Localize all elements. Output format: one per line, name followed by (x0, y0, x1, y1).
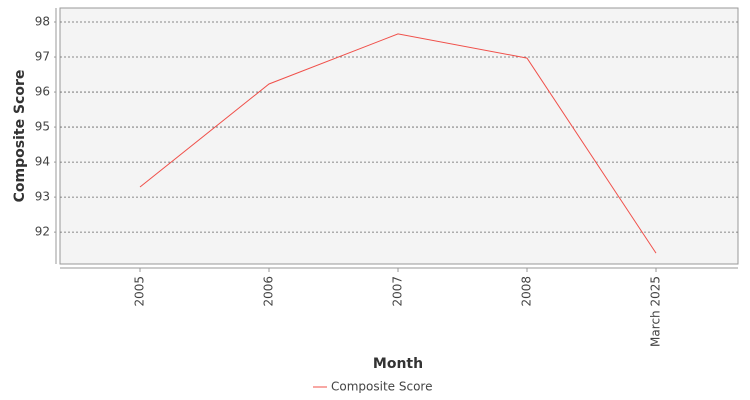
plot-area (59, 7, 739, 265)
x-tick-label: 2005 (133, 276, 147, 307)
x-tick-label: March 2025 (649, 276, 663, 347)
y-tick-label: 92 (35, 225, 50, 239)
y-tick-label: 93 (35, 190, 50, 204)
x-axis-title: Month (373, 356, 423, 372)
y-tick-label: 95 (35, 120, 50, 134)
series-line (139, 33, 657, 254)
y-tick-label: 98 (35, 15, 50, 29)
y-tick-label: 94 (35, 155, 50, 169)
x-tick-label: 2007 (391, 276, 405, 307)
x-tick-label: 2006 (262, 276, 276, 307)
y-tick-label: 96 (35, 85, 50, 99)
y-tick-label: 97 (35, 50, 50, 64)
y-axis-title: Composite Score (12, 70, 28, 203)
legend-label: Composite Score (331, 380, 432, 394)
x-tick-label: 2008 (520, 276, 534, 307)
